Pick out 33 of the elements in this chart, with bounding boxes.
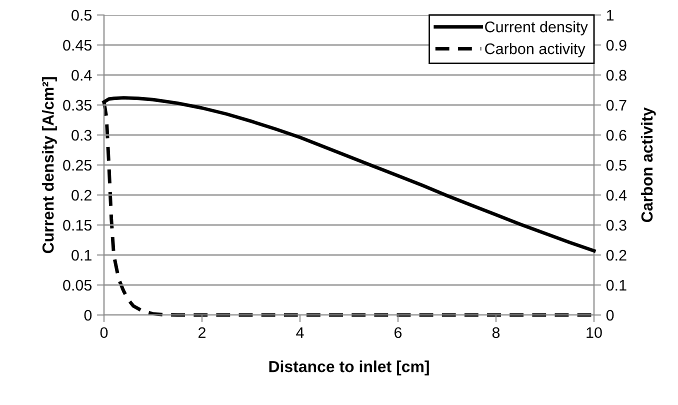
y2-axis-title: Carbon activity [640, 107, 656, 222]
y-tick-label: 0.5 [72, 10, 92, 21]
y2-tick-label: 0.6 [606, 130, 626, 141]
x-tick-label: 2 [198, 327, 206, 338]
y-tick-label: 0.35 [63, 100, 92, 111]
x-tick-label: 0 [100, 327, 108, 338]
y-axis-title: Current density [A/cm²] [42, 77, 57, 254]
x-axis-title: Distance to inlet [cm] [269, 360, 429, 376]
legend-label: Carbon activity [485, 42, 586, 58]
y-tick-label: 0.2 [72, 190, 92, 201]
y2-tick-label: 0 [606, 310, 614, 321]
y-tick-label: 0.25 [63, 160, 92, 171]
y-tick-label: 0.1 [72, 250, 92, 261]
y-tick-label: 0.3 [72, 130, 92, 141]
y2-tick-label: 0.8 [606, 70, 626, 81]
y2-tick-label: 0.4 [606, 190, 627, 201]
y-tick-label: 0.05 [63, 280, 92, 291]
x-tick-label: 6 [394, 327, 402, 338]
y-tick-label: 0.4 [72, 70, 92, 81]
y-tick-label: 0.15 [63, 220, 92, 231]
x-tick-label: 8 [492, 327, 500, 338]
y2-tick-label: 0.5 [606, 160, 626, 171]
x-tick-label: 10 [586, 327, 602, 338]
y-tick-label: 0 [84, 310, 92, 321]
y2-tick-label: 0.1 [606, 280, 626, 291]
legend-label: Current density [485, 21, 588, 36]
y2-tick-label: 0.7 [606, 100, 626, 111]
y2-tick-label: 0.2 [606, 250, 626, 261]
x-tick-label: 4 [296, 327, 304, 338]
y2-tick-label: 0.3 [606, 220, 626, 231]
y-tick-label: 0.45 [63, 40, 92, 51]
y2-tick-label: 1 [606, 10, 614, 21]
y2-tick-label: 0.9 [606, 40, 626, 51]
